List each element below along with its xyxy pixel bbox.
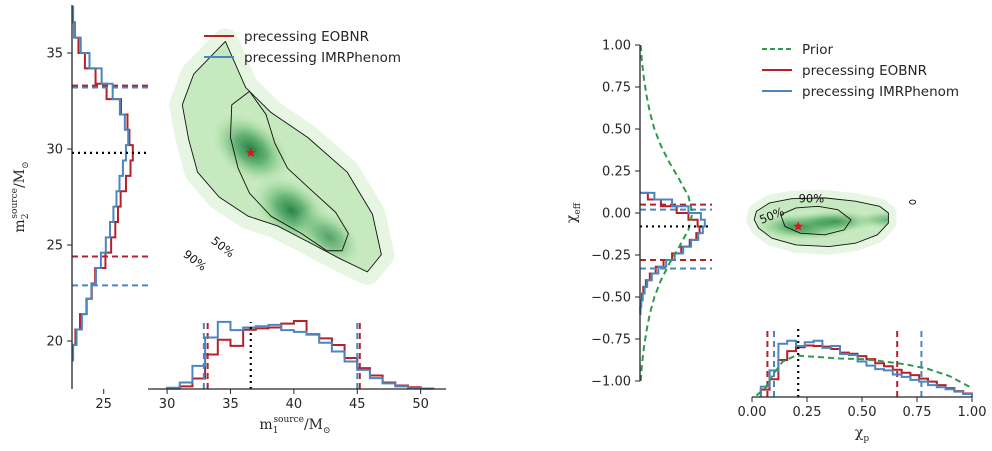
x-tick-label: 25 <box>95 397 112 412</box>
legend-label-imrphenom: precessing IMRPhenom <box>244 50 401 66</box>
mass-axes: 25 30 35 40 45 5020253035m1source/M⊙m2source/… <box>10 5 446 436</box>
legend-label-eobnr: precessing EOBNR <box>244 29 369 45</box>
y-axis-label: m2source/M⊙ <box>10 161 31 232</box>
marginal-x-hist-imrphenom <box>759 339 973 397</box>
x-axis-label-sub: 1 <box>273 426 279 436</box>
x-axis-label-main: m <box>259 417 272 433</box>
median-star-marker <box>793 221 804 231</box>
x-tick-label: 30 <box>159 397 176 412</box>
contour-label: 90% <box>181 247 210 274</box>
y-tick-label: 20 <box>46 335 63 350</box>
spin-axes: 0.00 0.25 0.50 0.75 1.00 −1.00 −0.75 −0.50 −0.25… <box>564 39 986 445</box>
y-axis-label-sup: source <box>10 188 20 219</box>
y-tick-label: 35 <box>46 47 63 62</box>
y-tick-label: 0.00 <box>602 207 631 222</box>
median-star-marker <box>245 147 256 158</box>
x-axis-label: χp <box>855 425 869 444</box>
y-tick-label: 0.75 <box>602 81 631 96</box>
contour-island <box>909 199 917 205</box>
contour-label: 50% <box>208 234 237 261</box>
y-axis-label-sub: eff <box>573 202 583 214</box>
x-tick-label: 0.00 <box>738 405 767 420</box>
density-peak <box>905 207 974 225</box>
y-axis-label-unit-sub: ⊙ <box>21 161 31 169</box>
x-tick-label: 50 <box>412 397 429 412</box>
mass-legend: precessing EOBNR precessing IMRPhenom <box>204 29 401 66</box>
marginal-y-hist-imrphenom <box>639 191 706 315</box>
contour-50% <box>230 90 349 252</box>
legend-label-imrphenom: precessing IMRPhenom <box>802 84 959 100</box>
x-axis-label-main: χ <box>855 425 864 441</box>
density-peak <box>849 209 889 231</box>
spin-legend: Prior precessing EOBNR precessing IMRPheno… <box>762 42 959 100</box>
y-axis-label-sub: 2 <box>21 214 31 220</box>
contour-90% <box>181 41 382 273</box>
x-tick-label: 0.50 <box>848 405 877 420</box>
y-tick-label: −1.00 <box>591 375 631 390</box>
y-axis-label: χeff <box>564 202 583 223</box>
x-tick-label: 0.75 <box>903 405 932 420</box>
x-axis-label-sub: p <box>863 434 869 444</box>
y-tick-label: 25 <box>46 239 63 254</box>
y-tick-label: −0.75 <box>591 333 631 348</box>
spin-density-plot <box>746 189 974 255</box>
y-tick-label: −0.25 <box>591 249 631 264</box>
y-tick-label: 1.00 <box>602 39 631 54</box>
marginal-x-hist-imrphenom <box>166 320 435 390</box>
marginal-x-prior <box>755 354 973 397</box>
x-tick-label: 35 <box>222 397 239 412</box>
contour-90% <box>753 197 889 248</box>
marginal-x-hist-eobnr <box>759 344 973 397</box>
y-axis-label-main: m <box>12 219 28 232</box>
contour-50% <box>780 205 852 236</box>
legend-label-eobnr: precessing EOBNR <box>802 63 927 79</box>
y-tick-label: 30 <box>46 143 63 158</box>
x-axis-label-sup: source <box>273 415 304 425</box>
spin-panel: 90%50% 0.00 0.25 0.50 0.75 1.00−1.00−0.75−0.… <box>564 39 986 445</box>
x-tick-label: 0.25 <box>793 405 822 420</box>
spin-marginal-chip <box>755 328 973 397</box>
marginal-y-hist-eobnr <box>639 191 701 315</box>
legend-label-prior: Prior <box>802 42 833 58</box>
mass-marginal-m2 <box>71 5 148 362</box>
x-tick-label: 40 <box>286 397 303 412</box>
marginal-y-hist-imrphenom <box>72 5 130 362</box>
y-tick-label: 0.50 <box>602 123 631 138</box>
y-axis-label-unit: /M <box>12 169 28 188</box>
x-axis-label-unit: /M <box>304 417 323 433</box>
x-tick-label: 45 <box>349 397 366 412</box>
mass-panel: 90%50% 25 30 35 40 45 5020253035m1source/M⊙m2… <box>10 5 446 436</box>
x-tick-label: 1.00 <box>958 405 987 420</box>
y-tick-label: 0.25 <box>602 165 631 180</box>
density-clip-group <box>754 197 974 247</box>
spin-marginal-chieff <box>639 44 712 382</box>
marginal-y-hist-eobnr <box>71 5 134 362</box>
contour-label: 90% <box>799 192 825 206</box>
x-axis-label: m1source/M⊙ <box>259 415 330 436</box>
x-axis-label-unit-sub: ⊙ <box>323 426 331 436</box>
mass-marginal-m1 <box>166 319 435 390</box>
y-tick-label: −0.50 <box>591 291 631 306</box>
y-axis-label-main: χ <box>564 214 580 223</box>
